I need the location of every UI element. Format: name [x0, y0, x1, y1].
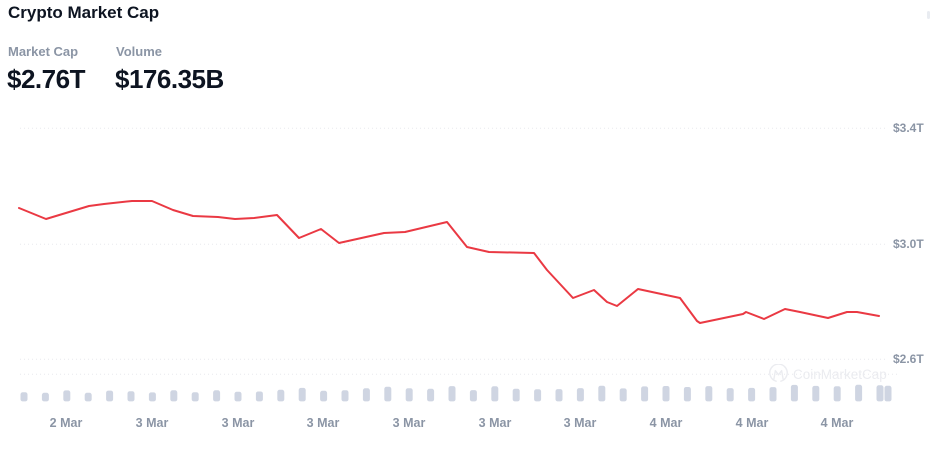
svg-text:3 Mar: 3 Mar — [393, 416, 426, 430]
svg-text:$3.0T: $3.0T — [893, 237, 924, 251]
svg-text:$2.6T: $2.6T — [893, 352, 924, 366]
svg-text:3 Mar: 3 Mar — [307, 416, 340, 430]
svg-text:4 Mar: 4 Mar — [650, 416, 683, 430]
svg-text:4 Mar: 4 Mar — [821, 416, 854, 430]
svg-text:3 Mar: 3 Mar — [564, 416, 597, 430]
svg-text:3 Mar: 3 Mar — [222, 416, 255, 430]
svg-text:4 Mar: 4 Mar — [736, 416, 769, 430]
svg-text:3 Mar: 3 Mar — [479, 416, 512, 430]
svg-text:2 Mar: 2 Mar — [50, 416, 83, 430]
svg-text:$3.4T: $3.4T — [893, 121, 924, 135]
svg-text:3 Mar: 3 Mar — [136, 416, 169, 430]
